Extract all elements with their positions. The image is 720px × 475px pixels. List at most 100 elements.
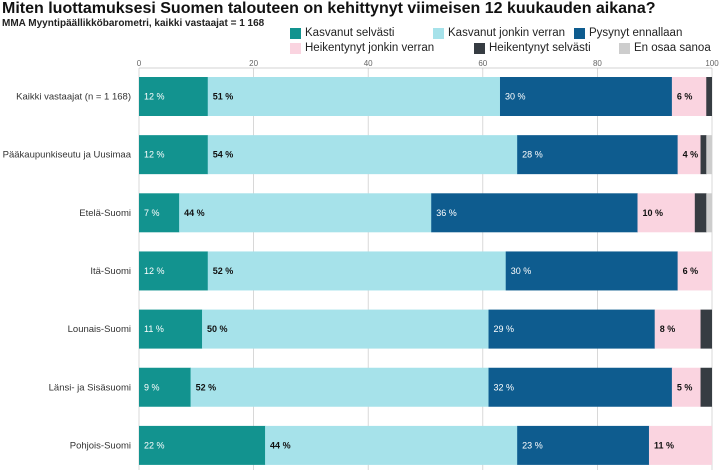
x-tick-label: 40 — [364, 59, 373, 68]
value-label-number: 6 — [677, 92, 682, 102]
value-label: 44% — [270, 440, 291, 450]
category-label: Pohjois-Suomi — [70, 440, 131, 451]
value-label-number: 6 — [683, 266, 688, 276]
value-label: 12% — [144, 150, 165, 160]
value-label: 9% — [144, 382, 160, 392]
bar-segment — [677, 251, 712, 291]
category-label: Pääkaupunkiseutu ja Uusimaa — [3, 150, 132, 161]
x-tick-label: 60 — [478, 59, 487, 68]
bar-segment — [671, 367, 701, 407]
value-label-number: 52 — [196, 382, 206, 392]
value-label: 12% — [144, 266, 165, 276]
value-label-unit: % — [523, 266, 531, 276]
value-label: 30% — [505, 92, 526, 102]
value-label-unit: % — [157, 150, 165, 160]
value-label: 29% — [494, 324, 515, 334]
bar-segment — [202, 309, 489, 349]
bar-segment — [706, 77, 712, 116]
value-label: 4% — [683, 150, 699, 160]
value-label-unit: % — [535, 440, 543, 450]
legend-label: Heikentynyt jonkin verran — [305, 42, 435, 54]
bar-segment — [654, 309, 701, 349]
legend-swatch — [290, 42, 301, 54]
legend-item-en-osaa-sanoa: En osaa sanoa — [619, 41, 711, 55]
value-label: 11% — [654, 440, 674, 450]
value-label: 5% — [677, 382, 693, 392]
category-labels: Kaikki vastaajat (n = 1 168) Pääkaupunkis… — [3, 92, 132, 452]
bar-segment — [706, 135, 712, 175]
value-label: 36% — [436, 208, 457, 218]
x-tick-label: 20 — [249, 59, 258, 68]
bar-segment — [700, 367, 712, 407]
bar-segment — [207, 77, 501, 116]
legend-label: En osaa sanoa — [634, 42, 711, 54]
legend-label: Kasvanut jonkin verran — [448, 27, 565, 39]
value-label-number: 23 — [522, 440, 532, 450]
value-label-number: 12 — [144, 150, 154, 160]
value-label-unit: % — [225, 92, 233, 102]
category-label: Itä-Suomi — [90, 266, 131, 277]
value-label-unit: % — [518, 92, 526, 102]
value-label: 6% — [683, 266, 699, 276]
value-label: 7% — [144, 208, 160, 218]
value-label: 11% — [144, 324, 164, 334]
bar-segment — [139, 425, 266, 465]
value-label-unit: % — [684, 92, 692, 102]
value-label-number: 28 — [522, 150, 532, 160]
x-tick-label: 0 — [137, 59, 142, 68]
bar-segment — [505, 251, 679, 291]
value-label-unit: % — [506, 382, 514, 392]
value-label-unit: % — [684, 382, 692, 392]
value-label-number: 30 — [511, 266, 521, 276]
value-label-unit: % — [667, 324, 675, 334]
value-label: 51% — [213, 92, 234, 102]
bar-segment — [190, 367, 489, 407]
value-label-number: 32 — [494, 382, 504, 392]
value-label-number: 44 — [270, 440, 280, 450]
category-label: Etelä-Suomi — [79, 208, 131, 219]
chart-header: Miten luottamuksesi Suomen talouteen on … — [0, 0, 720, 58]
bar-segment — [207, 251, 507, 291]
value-label: 52% — [213, 266, 234, 276]
x-tick-label: 100 — [705, 59, 719, 68]
value-label-number: 7 — [144, 208, 149, 218]
value-label-number: 44 — [184, 208, 194, 218]
bar-segment — [179, 193, 432, 233]
value-label-number: 50 — [207, 324, 217, 334]
bar-segment — [677, 135, 701, 175]
value-label-number: 29 — [494, 324, 504, 334]
value-label: 52% — [196, 382, 217, 392]
value-label-number: 36 — [436, 208, 446, 218]
x-tick-label: 80 — [593, 59, 602, 68]
value-label: 30% — [511, 266, 532, 276]
legend-item-heikentynyt-jonkin-verran: Heikentynyt jonkin verran — [290, 41, 434, 55]
value-label: 28% — [522, 150, 543, 160]
value-label-unit: % — [152, 208, 160, 218]
bar-segment — [139, 77, 209, 116]
chart-title: Miten luottamuksesi Suomen talouteen on … — [2, 0, 656, 17]
legend-item-heikentynyt-selvasti: Heikentynyt selvästi — [474, 41, 591, 55]
value-label-unit: % — [157, 92, 165, 102]
bar-segment — [207, 135, 518, 175]
legend-label: Kasvanut selvästi — [305, 27, 395, 39]
value-label-number: 12 — [144, 92, 154, 102]
value-label-unit: % — [506, 324, 514, 334]
value-label-unit: % — [283, 440, 291, 450]
bar-segment — [499, 77, 673, 116]
legend-item-kasvanut-jonkin-verran: Kasvanut jonkin verran — [433, 26, 565, 40]
value-label-number: 11 — [654, 440, 664, 450]
category-label: Kaikki vastaajat (n = 1 168) — [16, 92, 131, 103]
bar-segment — [139, 309, 203, 349]
bar-segment — [431, 193, 638, 233]
value-label-unit: % — [220, 324, 228, 334]
value-label-unit: % — [225, 266, 233, 276]
bar-segment — [488, 309, 656, 349]
value-label-number: 52 — [213, 266, 223, 276]
bars — [139, 77, 712, 465]
value-label-number: 9 — [144, 382, 149, 392]
value-label-unit: % — [535, 150, 543, 160]
bar-segment — [517, 425, 650, 465]
value-label: 44% — [184, 208, 205, 218]
legend-swatch — [619, 42, 630, 54]
value-label: 54% — [213, 150, 234, 160]
